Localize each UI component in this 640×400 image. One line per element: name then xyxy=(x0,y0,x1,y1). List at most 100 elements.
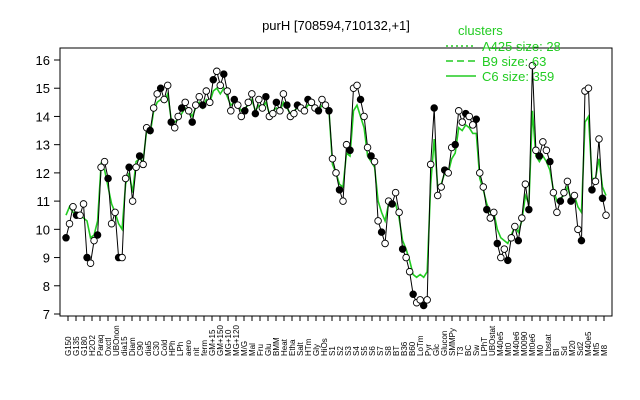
data-point xyxy=(125,163,133,171)
x-tick-label: S6 xyxy=(368,346,377,356)
data-point xyxy=(111,208,119,217)
data-point xyxy=(290,109,298,118)
x-tick-label: nit xyxy=(192,347,201,356)
data-point xyxy=(367,152,375,160)
x-tick-label: S3 xyxy=(344,346,353,356)
data-point xyxy=(476,169,484,177)
x-tick-label: S7 xyxy=(376,346,385,356)
data-point xyxy=(118,253,126,262)
data-point xyxy=(325,107,333,115)
data-point xyxy=(139,160,147,169)
x-tick-label: Gly xyxy=(312,344,321,356)
data-point xyxy=(279,90,288,98)
data-point xyxy=(419,301,428,310)
data-point xyxy=(234,101,242,109)
data-point xyxy=(444,169,452,177)
data-point xyxy=(107,219,116,228)
data-point xyxy=(135,152,144,160)
data-point xyxy=(535,152,544,160)
data-point xyxy=(588,186,596,194)
data-point xyxy=(483,205,491,214)
x-tick-label: S5 xyxy=(360,346,369,356)
data-point xyxy=(314,107,323,115)
data-point xyxy=(132,163,140,171)
data-point xyxy=(244,98,253,107)
data-point xyxy=(62,234,70,242)
data-point xyxy=(553,208,561,217)
data-point xyxy=(213,67,221,76)
data-point xyxy=(546,157,554,166)
x-tick-label: Diam xyxy=(128,337,137,356)
data-point xyxy=(363,143,372,152)
x-tick-label: T3 xyxy=(456,346,465,356)
data-point xyxy=(167,118,175,126)
data-point xyxy=(76,211,84,219)
data-point xyxy=(465,112,473,121)
data-point xyxy=(251,109,260,118)
y-tick-label: 14 xyxy=(36,109,50,124)
x-tick-label: M0 xyxy=(536,344,545,356)
data-point xyxy=(83,253,91,262)
data-point xyxy=(563,177,572,186)
data-point xyxy=(567,197,575,205)
data-point xyxy=(262,92,270,101)
x-tick-label: S8 xyxy=(384,346,393,356)
chart-title: purH [708594,710132,+1] xyxy=(262,18,410,33)
x-tick-label: M40e6 xyxy=(512,331,521,356)
data-point xyxy=(409,290,417,298)
x-tick-label: Pyr xyxy=(424,344,433,356)
legend-title: clusters xyxy=(458,23,503,38)
data-point xyxy=(283,101,291,109)
data-point xyxy=(90,236,98,245)
data-point xyxy=(174,112,182,121)
data-point xyxy=(346,146,354,155)
legend-label: B9 size: 63 xyxy=(482,54,546,69)
y-tick-label: 10 xyxy=(36,222,50,237)
data-point xyxy=(339,197,347,205)
data-point xyxy=(539,138,547,146)
data-point xyxy=(381,239,389,248)
data-point xyxy=(342,140,351,149)
x-tick-label: Sd2 xyxy=(576,341,585,356)
x-tick-label: S1 xyxy=(328,346,337,356)
data-point xyxy=(377,228,386,236)
data-point xyxy=(360,112,368,121)
y-tick-label: 11 xyxy=(37,194,51,209)
data-point xyxy=(391,188,400,197)
x-tick-label: S4 xyxy=(352,346,361,356)
data-point xyxy=(272,98,281,107)
x-tick-label: Salt xyxy=(296,341,305,356)
x-tick-label: Etha xyxy=(288,339,297,356)
data-point xyxy=(426,160,435,169)
data-point xyxy=(307,98,316,107)
x-tick-label: B60 xyxy=(408,341,417,356)
data-point xyxy=(602,211,610,219)
y-tick-label: 12 xyxy=(36,166,50,181)
data-point xyxy=(332,169,340,177)
data-point xyxy=(518,214,526,222)
x-tick-label: Mt0 xyxy=(504,342,513,356)
data-point xyxy=(199,101,207,109)
data-point xyxy=(514,236,523,245)
data-point xyxy=(479,183,488,191)
y-axis: 7 8 9 10 11 12 13 14 15 16 xyxy=(36,53,61,322)
data-point xyxy=(149,104,158,112)
x-tick-label: MG+120 xyxy=(232,325,241,356)
x-tick-label: LPh xyxy=(176,342,185,356)
data-point xyxy=(269,109,277,118)
data-point xyxy=(128,197,137,205)
x-tick-label: BT xyxy=(392,346,401,356)
data-point xyxy=(402,253,410,262)
x-tick-label: C90 xyxy=(136,341,145,356)
x-tick-label: G180 xyxy=(80,336,89,356)
x-tick-label: M40e5 xyxy=(584,331,593,356)
x-tick-label: M8 xyxy=(600,344,609,356)
data-point xyxy=(191,101,200,109)
data-point xyxy=(370,157,379,166)
data-point xyxy=(209,76,218,84)
x-tick-label: BC xyxy=(464,345,473,356)
data-point xyxy=(69,203,77,211)
data-point xyxy=(542,146,551,155)
data-point xyxy=(237,112,246,121)
